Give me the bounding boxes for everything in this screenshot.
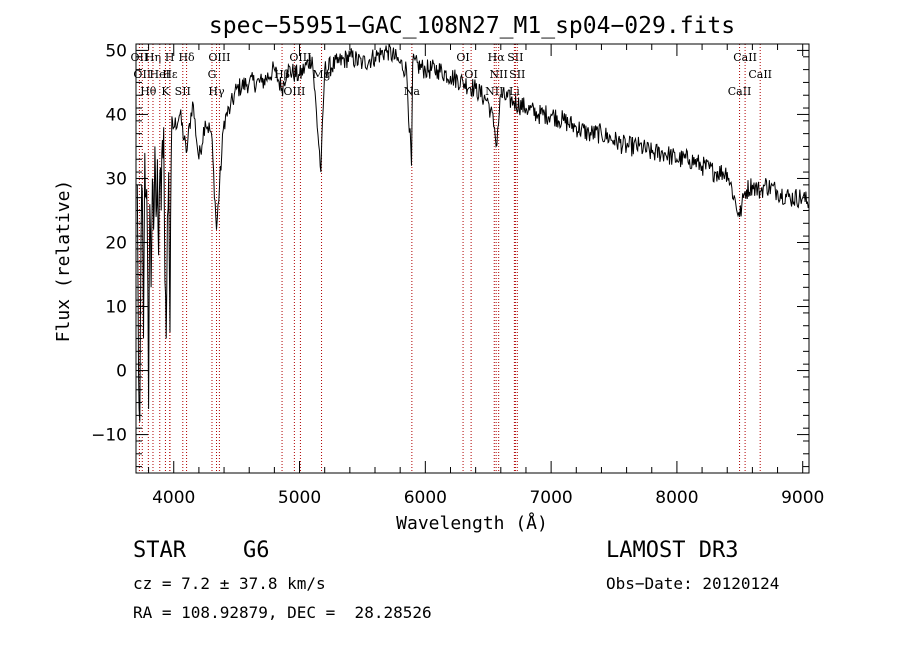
spectral-line-markers: OIIOIIHθHηHeIKHHεSIIHδGHγOIIIHβOIIIOIIIM…	[131, 44, 772, 473]
line-label: Li	[509, 85, 520, 98]
x-tick-label: 7000	[529, 488, 572, 508]
line-label: OII	[133, 68, 151, 81]
redshift-readout: cz = 7.2 ± 37.8 km/s	[133, 574, 326, 593]
object-subclass: G6	[243, 538, 270, 563]
x-tick-label: 6000	[404, 488, 447, 508]
line-label: CaII	[733, 51, 757, 64]
flux-series	[136, 44, 809, 422]
object-class: STAR	[133, 538, 186, 563]
line-label: OIII	[289, 51, 311, 64]
y-tick-label: 20	[105, 233, 127, 253]
x-tick-label: 9000	[781, 488, 824, 508]
line-label: OIII	[208, 51, 230, 64]
line-label: K	[161, 85, 170, 98]
survey-name: LAMOST DR3	[606, 538, 739, 563]
line-label: Hθ	[140, 85, 157, 98]
y-tick-label: 40	[105, 105, 127, 125]
x-tick-label: 4000	[152, 488, 195, 508]
line-label: OIII	[283, 85, 305, 98]
y-tick-label: −10	[91, 426, 127, 446]
line-label: Hγ	[208, 85, 225, 98]
x-tick-label: 5000	[278, 488, 321, 508]
y-tick-label: 30	[105, 169, 127, 189]
line-label: SII	[509, 68, 525, 81]
line-label: CaII	[748, 68, 772, 81]
line-label: Hη	[145, 51, 161, 64]
line-label: OI	[456, 51, 469, 64]
coordinates: RA = 108.92879, DEC = 28.28526	[133, 603, 432, 622]
flux-line	[136, 44, 809, 422]
line-label: Hε	[162, 68, 178, 81]
line-label: Hα	[488, 51, 506, 64]
line-label: CaII	[728, 85, 752, 98]
line-label: OI	[464, 68, 477, 81]
x-tick-label: 8000	[655, 488, 698, 508]
line-label: G	[208, 68, 217, 81]
line-label: Hδ	[178, 51, 195, 64]
y-tick-label: 50	[105, 41, 127, 61]
line-label: H	[165, 51, 175, 64]
axes: 4000 5000 6000 7000 8000 9000 −10 0 10 20 30 40 50	[91, 41, 824, 508]
line-label: NII	[490, 68, 508, 81]
y-tick-label: 10	[105, 298, 127, 318]
line-label: HeI	[150, 68, 170, 81]
obs-date: Obs−Date: 20120124	[606, 574, 780, 593]
chart-title: spec−55951−GAC_108N27_M1_sp04−029.fits	[209, 13, 735, 39]
line-label: NII	[485, 85, 503, 98]
y-tick-label: 0	[116, 362, 127, 382]
line-label: OII	[131, 51, 149, 64]
line-label: SII	[175, 85, 191, 98]
line-label: SII	[507, 51, 523, 64]
x-axis-label: Wavelength (Å)	[396, 512, 548, 534]
y-axis-label: Flux (relative)	[53, 180, 74, 343]
plot-frame	[135, 43, 810, 474]
